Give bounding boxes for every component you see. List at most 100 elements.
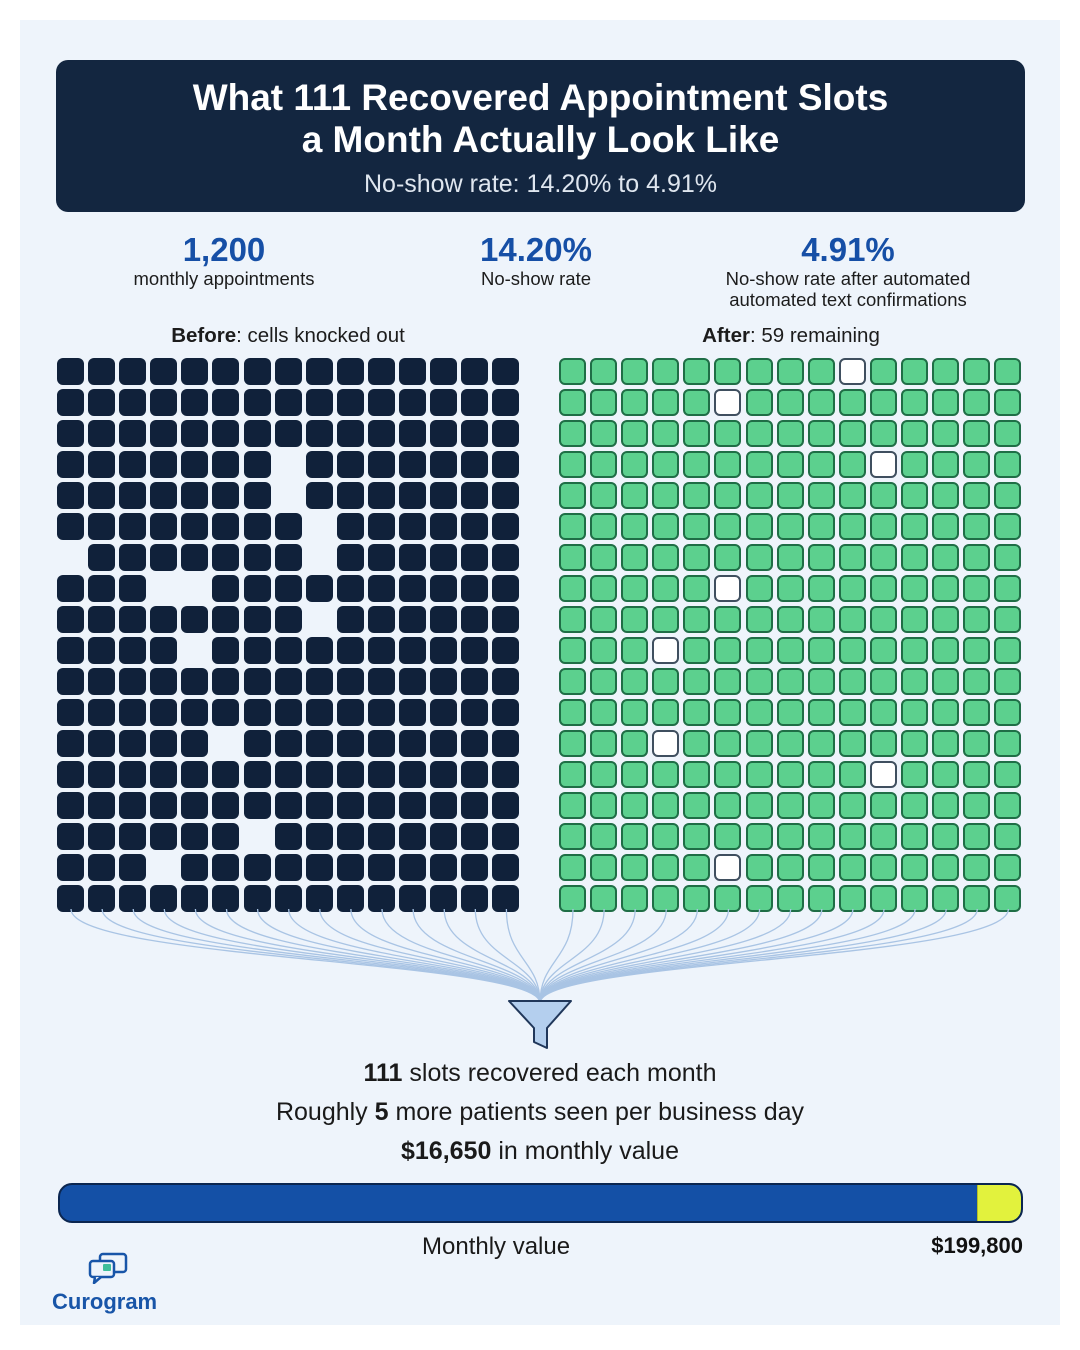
recovered-slot: [994, 420, 1022, 447]
appointment-slot: [119, 420, 147, 447]
recovered-slot: [994, 730, 1022, 757]
recovered-slot: [932, 358, 960, 385]
appointment-slot: [305, 761, 333, 788]
appointment-slot: [367, 606, 395, 633]
appointment-slot: [119, 668, 147, 695]
knocked-out-slot: [181, 637, 208, 664]
after-grid: [559, 358, 1022, 912]
summary-line-1: 111 slots recovered each month: [0, 1059, 1080, 1088]
recovered-slot: [745, 544, 773, 571]
appointment-slot: [461, 451, 489, 478]
appointment-slot: [492, 761, 520, 788]
connector-line: [225, 908, 541, 1004]
appointment-slot: [336, 482, 364, 509]
knocked-out-slot: [306, 544, 333, 571]
recovered-slot: [621, 761, 649, 788]
recovered-slot: [932, 420, 960, 447]
recovered-slot: [683, 513, 711, 540]
appointment-slot: [492, 451, 520, 478]
appointment-slot: [119, 482, 147, 509]
appointment-slot: [399, 358, 427, 385]
appointment-slot: [399, 544, 427, 571]
recovered-slot: [963, 730, 991, 757]
appointment-slot: [305, 699, 333, 726]
appointment-slot: [243, 792, 271, 819]
appointment-slot: [243, 513, 271, 540]
recovered-slot: [745, 513, 773, 540]
appointment-slot: [461, 823, 489, 850]
remaining-no-show-slot: [714, 575, 742, 602]
appointment-slot: [430, 637, 458, 664]
appointment-slot: [88, 637, 116, 664]
recovered-slot: [559, 544, 586, 571]
recovered-slot: [714, 699, 742, 726]
recovered-slot: [652, 792, 680, 819]
appointment-slot: [367, 885, 395, 912]
recovered-slot: [621, 389, 649, 416]
appointment-slot: [492, 482, 520, 509]
recovered-slot: [745, 699, 773, 726]
summary-line-3: $16,650 in monthly value: [0, 1137, 1080, 1166]
appointment-slot: [212, 451, 240, 478]
monthly-value-bar: [58, 1183, 1023, 1223]
connector-line: [443, 908, 541, 1004]
recovered-slot: [963, 420, 991, 447]
recovered-slot: [807, 482, 835, 509]
appointment-slot: [492, 668, 520, 695]
connector-line: [539, 908, 730, 1004]
recovered-slot: [714, 885, 742, 912]
recovered-slot: [745, 389, 773, 416]
recovered-slot: [745, 792, 773, 819]
recovered-slot: [963, 823, 991, 850]
appointment-slot: [492, 420, 520, 447]
recovered-slot: [714, 730, 742, 757]
appointment-slot: [274, 358, 302, 385]
recovered-slot: [652, 420, 680, 447]
appointment-slot: [57, 668, 84, 695]
appointment-slot: [212, 420, 240, 447]
appointment-slot: [305, 730, 333, 757]
appointment-slot: [492, 854, 520, 881]
recovered-slot: [652, 606, 680, 633]
appointment-slot: [305, 451, 333, 478]
appointment-slot: [243, 885, 271, 912]
appointment-slot: [336, 544, 364, 571]
recovered-slot: [590, 451, 618, 478]
appointment-slot: [399, 761, 427, 788]
recovered-slot: [683, 699, 711, 726]
recovered-slot: [590, 730, 618, 757]
recovered-slot: [776, 544, 804, 571]
appointment-slot: [212, 544, 240, 571]
appointment-slot: [57, 358, 84, 385]
appointment-slot: [119, 575, 147, 602]
appointment-slot: [367, 668, 395, 695]
recovered-slot: [901, 761, 929, 788]
recovered-slot: [901, 513, 929, 540]
appointment-slot: [367, 761, 395, 788]
recovered-slot: [838, 451, 866, 478]
connector-line: [539, 908, 636, 1004]
connector-line: [319, 908, 541, 1004]
recovered-slot: [869, 389, 897, 416]
recovered-slot: [869, 482, 897, 509]
subtitle: No-show rate: 14.20% to 4.91%: [364, 170, 717, 198]
appointment-slot: [492, 730, 520, 757]
recovered-slot: [838, 575, 866, 602]
summary-monthly-value: $16,650: [401, 1137, 492, 1165]
recovered-slot: [994, 792, 1022, 819]
appointment-slot: [212, 482, 240, 509]
appointment-slot: [399, 575, 427, 602]
appointment-slot: [274, 575, 302, 602]
appointment-slot: [336, 389, 364, 416]
appointment-slot: [274, 637, 302, 664]
appointment-slot: [399, 389, 427, 416]
recovered-slot: [714, 761, 742, 788]
appointment-slot: [57, 730, 84, 757]
appointment-slot: [367, 792, 395, 819]
recovered-slot: [776, 606, 804, 633]
recovered-slot: [652, 513, 680, 540]
appointment-slot: [150, 606, 178, 633]
recovered-slot: [776, 389, 804, 416]
summary-line-1-text: slots recovered each month: [402, 1059, 717, 1087]
recovered-slot: [776, 761, 804, 788]
